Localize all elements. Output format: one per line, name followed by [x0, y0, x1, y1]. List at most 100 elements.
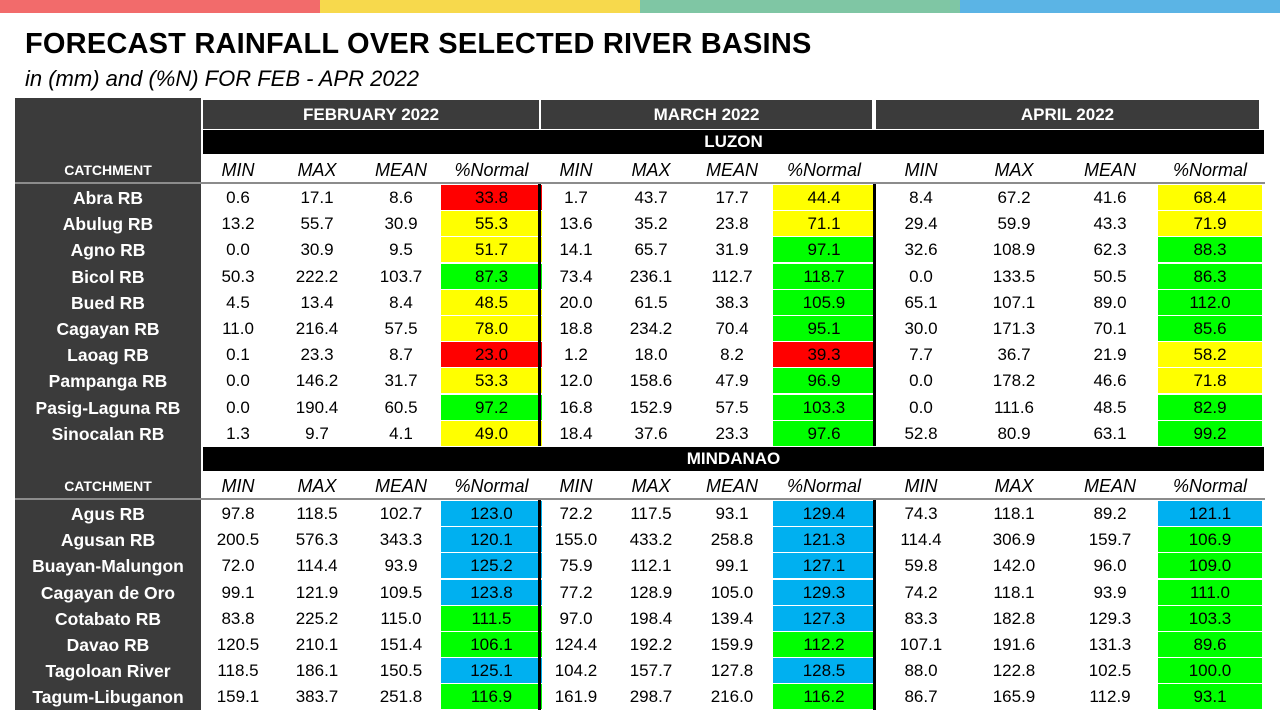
mean-cell: 23.8 — [715, 214, 749, 234]
min-cell: 88.0 — [904, 661, 938, 681]
mean-cell: 57.5 — [384, 319, 418, 338]
max-cell: 61.5 — [634, 292, 668, 312]
catchment-name: Sinocalan RB — [51, 423, 165, 444]
column-header-min: MIN — [221, 160, 255, 180]
max-cell: 236.1 — [629, 266, 673, 286]
percent-normal-cell: 116.2 — [773, 684, 875, 710]
min-cell: 32.6 — [904, 240, 938, 260]
percent-normal-cell: 116.9 — [441, 684, 542, 710]
top-bar-segment-yellow — [320, 0, 640, 13]
min-cell: 0.0 — [909, 397, 933, 417]
percent-normal-cell: 33.8 — [441, 185, 542, 210]
min-cell: 59.8 — [904, 556, 938, 576]
column-header-max: MAX — [994, 160, 1034, 180]
catchment-column — [15, 98, 201, 710]
mean-cell: 96.0 — [1093, 556, 1127, 576]
month-header-3: APRIL 2022 — [876, 100, 1259, 129]
max-cell: 142.0 — [992, 556, 1036, 576]
max-cell: 158.6 — [629, 371, 673, 391]
min-cell: 161.9 — [554, 687, 598, 707]
percent-normal-cell: 78.0 — [441, 316, 542, 341]
min-cell: 0.0 — [226, 371, 250, 391]
mean-cell: 127.8 — [710, 661, 754, 681]
min-cell: 83.8 — [221, 608, 255, 628]
max-cell: 190.4 — [295, 397, 339, 417]
min-cell: 97.8 — [221, 504, 255, 523]
min-cell: 20.0 — [559, 292, 593, 312]
percent-normal-cell: 55.3 — [441, 211, 542, 237]
region-header-mindanao: MINDANAO — [203, 447, 1264, 471]
mean-cell: 50.5 — [1093, 266, 1127, 286]
slide-subtitle: in (mm) and (%N) FOR FEB - APR 2022 — [25, 66, 420, 91]
percent-normal-cell: 58.2 — [1158, 342, 1262, 368]
percent-normal-cell: 97.1 — [773, 237, 875, 263]
max-cell: 157.7 — [629, 661, 673, 681]
max-cell: 43.7 — [634, 188, 668, 207]
mean-cell: 30.9 — [384, 214, 418, 234]
min-cell: 13.6 — [559, 214, 593, 234]
percent-normal-cell: 111.5 — [441, 605, 542, 631]
mean-cell: 70.4 — [715, 319, 749, 338]
column-header-mean: MEAN — [1083, 160, 1136, 180]
region-header-luzon: LUZON — [203, 130, 1264, 154]
column-header-normal: %Normal — [1172, 476, 1247, 496]
max-cell: 298.7 — [629, 687, 673, 707]
catchment-header: CATCHMENT — [64, 478, 152, 494]
max-cell: 306.9 — [992, 530, 1036, 550]
percent-normal-cell: 87.3 — [441, 263, 542, 289]
percent-normal-cell: 123.8 — [441, 579, 542, 605]
max-cell: 114.4 — [296, 556, 338, 576]
mean-cell: 112.7 — [711, 266, 753, 286]
mean-cell: 23.3 — [715, 423, 749, 443]
max-cell: 171.3 — [992, 319, 1036, 338]
mean-cell: 62.3 — [1093, 240, 1127, 260]
percent-normal-cell: 112.0 — [1158, 289, 1262, 315]
max-cell: 13.4 — [300, 292, 334, 312]
max-cell: 111.6 — [993, 397, 1035, 417]
min-cell: 120.5 — [216, 635, 260, 654]
mean-cell: 112.9 — [1089, 687, 1131, 707]
max-cell: 67.2 — [997, 188, 1031, 207]
mean-cell: 38.3 — [715, 292, 749, 312]
max-cell: 118.1 — [993, 582, 1035, 602]
catchment-name: Cotabato RB — [55, 608, 161, 629]
slide-title: FORECAST RAINFALL OVER SELECTED RIVER BA… — [25, 28, 812, 60]
column-header-normal: %Normal — [786, 160, 861, 180]
percent-normal-cell: 125.2 — [441, 553, 542, 579]
min-cell: 1.2 — [564, 345, 588, 365]
catchment-name: Tagum-Libuganon — [32, 687, 184, 708]
mean-cell: 343.3 — [379, 530, 423, 550]
min-cell: 124.4 — [554, 635, 598, 654]
catchment-name: Pampanga RB — [48, 371, 168, 392]
max-cell: 576.3 — [295, 530, 339, 550]
mean-cell: 8.6 — [389, 188, 413, 207]
catchment-name: Cagayan RB — [56, 319, 160, 339]
percent-normal-cell: 68.4 — [1158, 185, 1262, 210]
max-cell: 222.2 — [295, 266, 339, 286]
catchment-name: Agus RB — [71, 504, 145, 524]
mean-cell: 93.1 — [715, 504, 749, 523]
percent-normal-cell: 95.1 — [773, 316, 875, 341]
catchment-name: Laoag RB — [67, 345, 149, 366]
column-header-mean: MEAN — [705, 476, 758, 496]
percent-normal-cell: 93.1 — [1158, 684, 1262, 710]
top-bar-segment-blue — [960, 0, 1280, 13]
percent-normal-cell: 88.3 — [1158, 237, 1262, 263]
percent-normal-cell: 118.7 — [773, 263, 875, 289]
max-cell: 37.6 — [634, 423, 668, 443]
min-cell: 97.0 — [559, 608, 593, 628]
min-cell: 83.3 — [904, 608, 938, 628]
mean-cell: 251.8 — [379, 687, 423, 707]
mean-cell: 17.7 — [715, 188, 749, 207]
min-cell: 77.2 — [559, 582, 593, 602]
percent-normal-cell: 97.2 — [441, 394, 542, 420]
mean-cell: 150.5 — [379, 661, 423, 681]
mean-cell: 8.4 — [389, 292, 413, 312]
catchment-name: Buayan-Malungon — [32, 556, 184, 577]
mean-cell: 21.9 — [1093, 345, 1127, 365]
percent-normal-cell: 129.4 — [773, 501, 875, 526]
column-header-max: MAX — [631, 160, 671, 180]
percent-normal-cell: 44.4 — [773, 185, 875, 210]
max-cell: 198.4 — [629, 608, 673, 628]
min-cell: 159.1 — [216, 687, 260, 707]
